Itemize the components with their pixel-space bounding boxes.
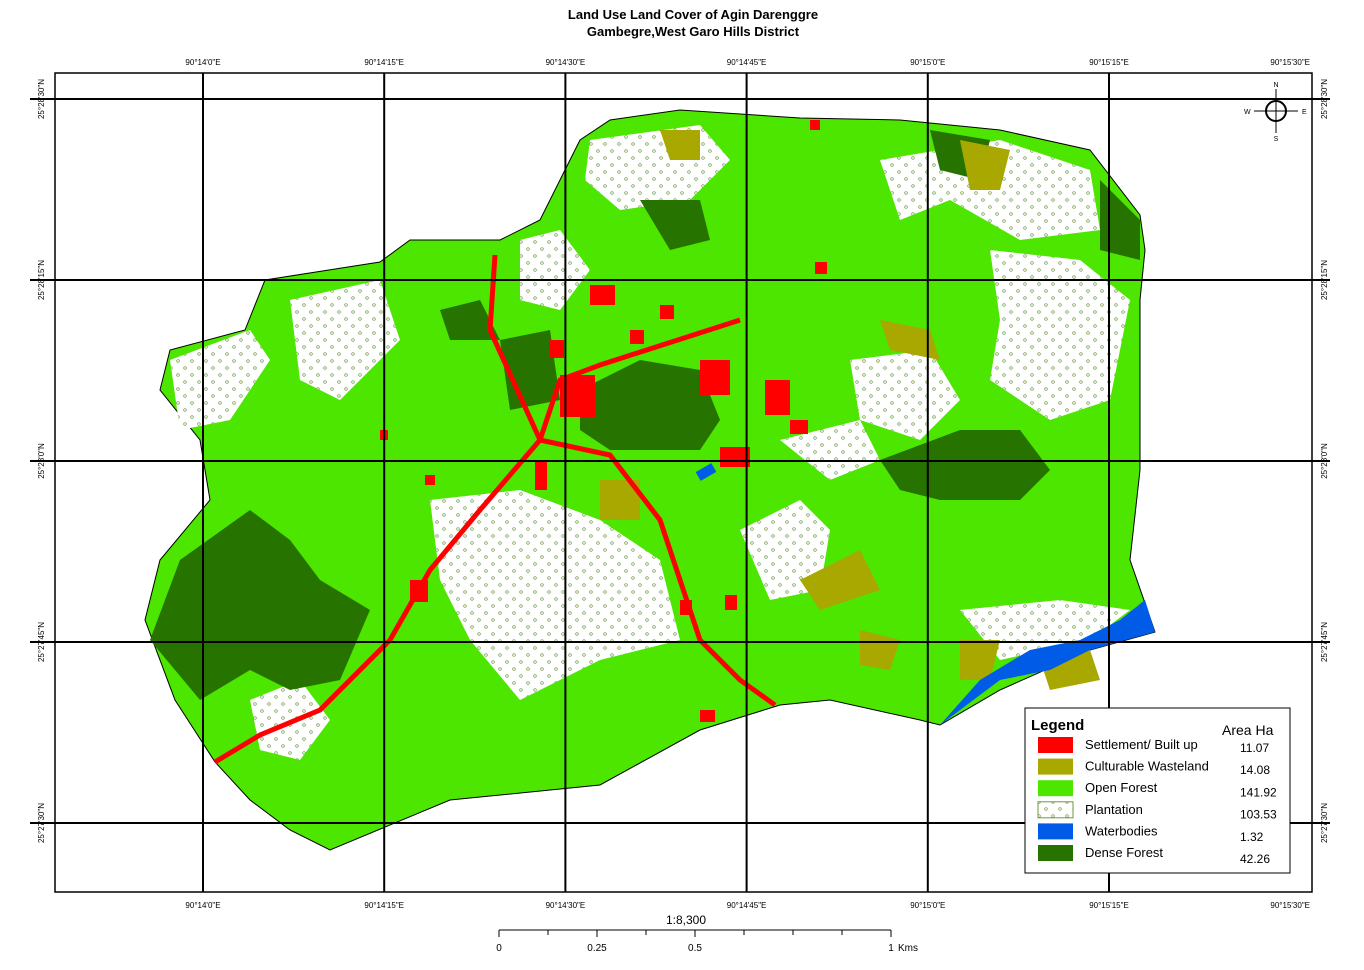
longitude-label: 90°14'15"E (364, 901, 404, 910)
legend-area: 14.08 (1240, 763, 1270, 777)
latitude-label: 25°27'30"N (1320, 803, 1329, 843)
legend-swatch (1038, 758, 1073, 775)
settlement (380, 120, 827, 722)
longitude-label: 90°15'15"E (1089, 58, 1129, 67)
legend-swatch (1038, 780, 1073, 797)
longitude-label: 90°15'30"E (1270, 901, 1310, 910)
latitude-label: 25°27'45"N (37, 622, 46, 662)
legend-area: 103.53 (1240, 808, 1277, 822)
longitude-label: 90°14'0"E (185, 58, 220, 67)
latitude-label: 25°27'45"N (1320, 622, 1329, 662)
plantation (170, 125, 1130, 760)
legend-swatch (1037, 801, 1074, 819)
legend: Legend Area Ha Settlement/ Built up 11.07… (1024, 707, 1291, 874)
legend-area: 11.07 (1240, 741, 1269, 755)
legend-label: Waterbodies (1085, 823, 1158, 838)
legend-area: 1.32 (1240, 830, 1264, 844)
scale-label: 1 (888, 943, 894, 954)
latitude-label: 25°28'15"N (37, 260, 46, 300)
legend-label: Open Forest (1085, 780, 1158, 795)
scale-label: 0.25 (587, 943, 607, 954)
compass-label: S (1274, 136, 1279, 143)
title-line: Land Use Land Cover of Agin Darenggre (568, 7, 818, 22)
latitude-label: 25°28'0"N (37, 443, 46, 479)
legend-area: 42.26 (1240, 852, 1270, 866)
legend-header: Area Ha (1222, 722, 1274, 738)
legend-swatch (1038, 845, 1073, 861)
longitude-label: 90°14'30"E (546, 58, 586, 67)
title-line: Gambegre,West Garo Hills District (587, 24, 800, 39)
scale-ratio: 1:8,300 (666, 913, 706, 927)
waterbody (695, 463, 717, 481)
legend-label: Culturable Wasteland (1085, 759, 1209, 774)
legend-swatch (1038, 737, 1073, 753)
dense-forest (150, 130, 1140, 700)
latitude-label: 25°28'15"N (1320, 260, 1329, 300)
waterbody (940, 600, 1155, 725)
latitude-label: 25°28'30"N (37, 79, 46, 119)
land-cover (144, 109, 1156, 851)
scale-label: 0.5 (688, 943, 702, 954)
study-area (144, 109, 1156, 851)
compass-label: N (1273, 82, 1278, 89)
scale-unit: Kms (898, 943, 918, 954)
legend-swatch (1038, 823, 1073, 840)
scale-label: 0 (496, 943, 502, 954)
legend-area: 141.92 (1240, 785, 1277, 799)
scale-bar: 1:8,300 0 0.25 0.5 1 Kms (496, 913, 918, 954)
latitude-label: 25°27'30"N (37, 803, 46, 843)
culturable-wasteland (600, 130, 1100, 690)
latitude-label: 25°28'0"N (1320, 443, 1329, 479)
compass-label: W (1244, 109, 1251, 116)
longitude-label: 90°14'45"E (727, 901, 767, 910)
legend-label: Dense Forest (1085, 845, 1163, 860)
north-arrow: N S E W (1244, 82, 1307, 143)
longitude-label: 90°14'15"E (364, 58, 404, 67)
longitude-label: 90°15'0"E (910, 58, 945, 67)
longitude-label: 90°15'15"E (1089, 901, 1129, 910)
longitude-label: 90°15'0"E (910, 901, 945, 910)
legend-label: Settlement/ Built up (1085, 737, 1198, 752)
legend-label: Plantation (1085, 802, 1143, 817)
longitude-label: 90°14'30"E (546, 901, 586, 910)
latitude-label: 25°28'30"N (1320, 79, 1329, 119)
longitude-label: 90°14'0"E (185, 901, 220, 910)
longitude-label: 90°15'30"E (1270, 58, 1310, 67)
compass-label: E (1302, 109, 1307, 116)
legend-title: Legend (1031, 717, 1084, 734)
longitude-label: 90°14'45"E (727, 58, 767, 67)
